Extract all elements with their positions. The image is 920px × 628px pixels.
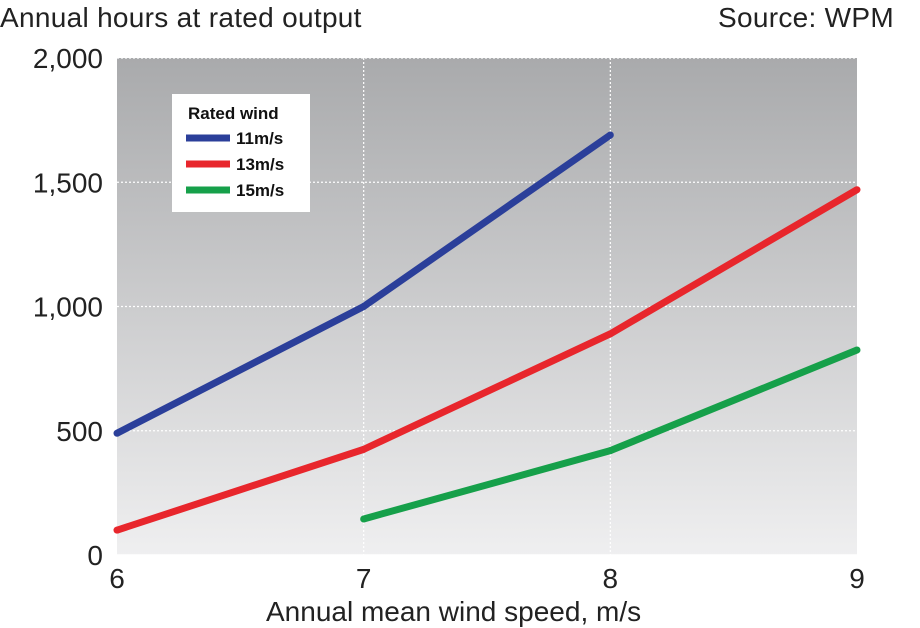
legend: Rated wind 11m/s 13m/s 15m/s: [172, 94, 310, 212]
y-tick-label: 2,000: [33, 43, 103, 74]
chart-title: Annual hours at rated output: [0, 2, 362, 33]
legend-label: 13m/s: [236, 155, 284, 174]
line-chart: 0 500 1,000 1,500 2,000 6 7 8 9 Rated wind 11m/s 1…: [33, 43, 865, 594]
legend-title: Rated wind: [188, 104, 279, 123]
y-tick-label: 1,500: [33, 167, 103, 198]
data-point: [360, 303, 368, 310]
data-point: [606, 131, 614, 139]
x-tick-label: 6: [109, 563, 125, 594]
chart-source: Source: WPM: [717, 2, 894, 33]
axes: 0 500 1,000 1,500 2,000 6 7 8 9: [33, 43, 865, 594]
x-tick-label: 8: [603, 563, 619, 594]
data-point: [360, 515, 368, 523]
legend-label: 15m/s: [236, 181, 284, 200]
data-point: [360, 445, 368, 453]
data-point: [113, 429, 121, 437]
y-tick-label: 500: [56, 416, 103, 447]
data-point: [113, 526, 121, 534]
series-lines: [113, 131, 861, 534]
series-line-13ms: [115, 186, 859, 534]
data-point: [606, 447, 614, 455]
data-point: [853, 346, 861, 354]
legend-label: 11m/s: [236, 129, 283, 148]
x-tick-label: 7: [356, 563, 372, 594]
y-tick-label: 0: [87, 540, 103, 571]
data-point: [853, 186, 861, 194]
x-axis-label: Annual mean wind speed, m/s: [266, 596, 642, 627]
x-tick-label: 9: [849, 563, 865, 594]
data-point: [606, 330, 614, 338]
y-tick-label: 1,000: [33, 292, 103, 323]
